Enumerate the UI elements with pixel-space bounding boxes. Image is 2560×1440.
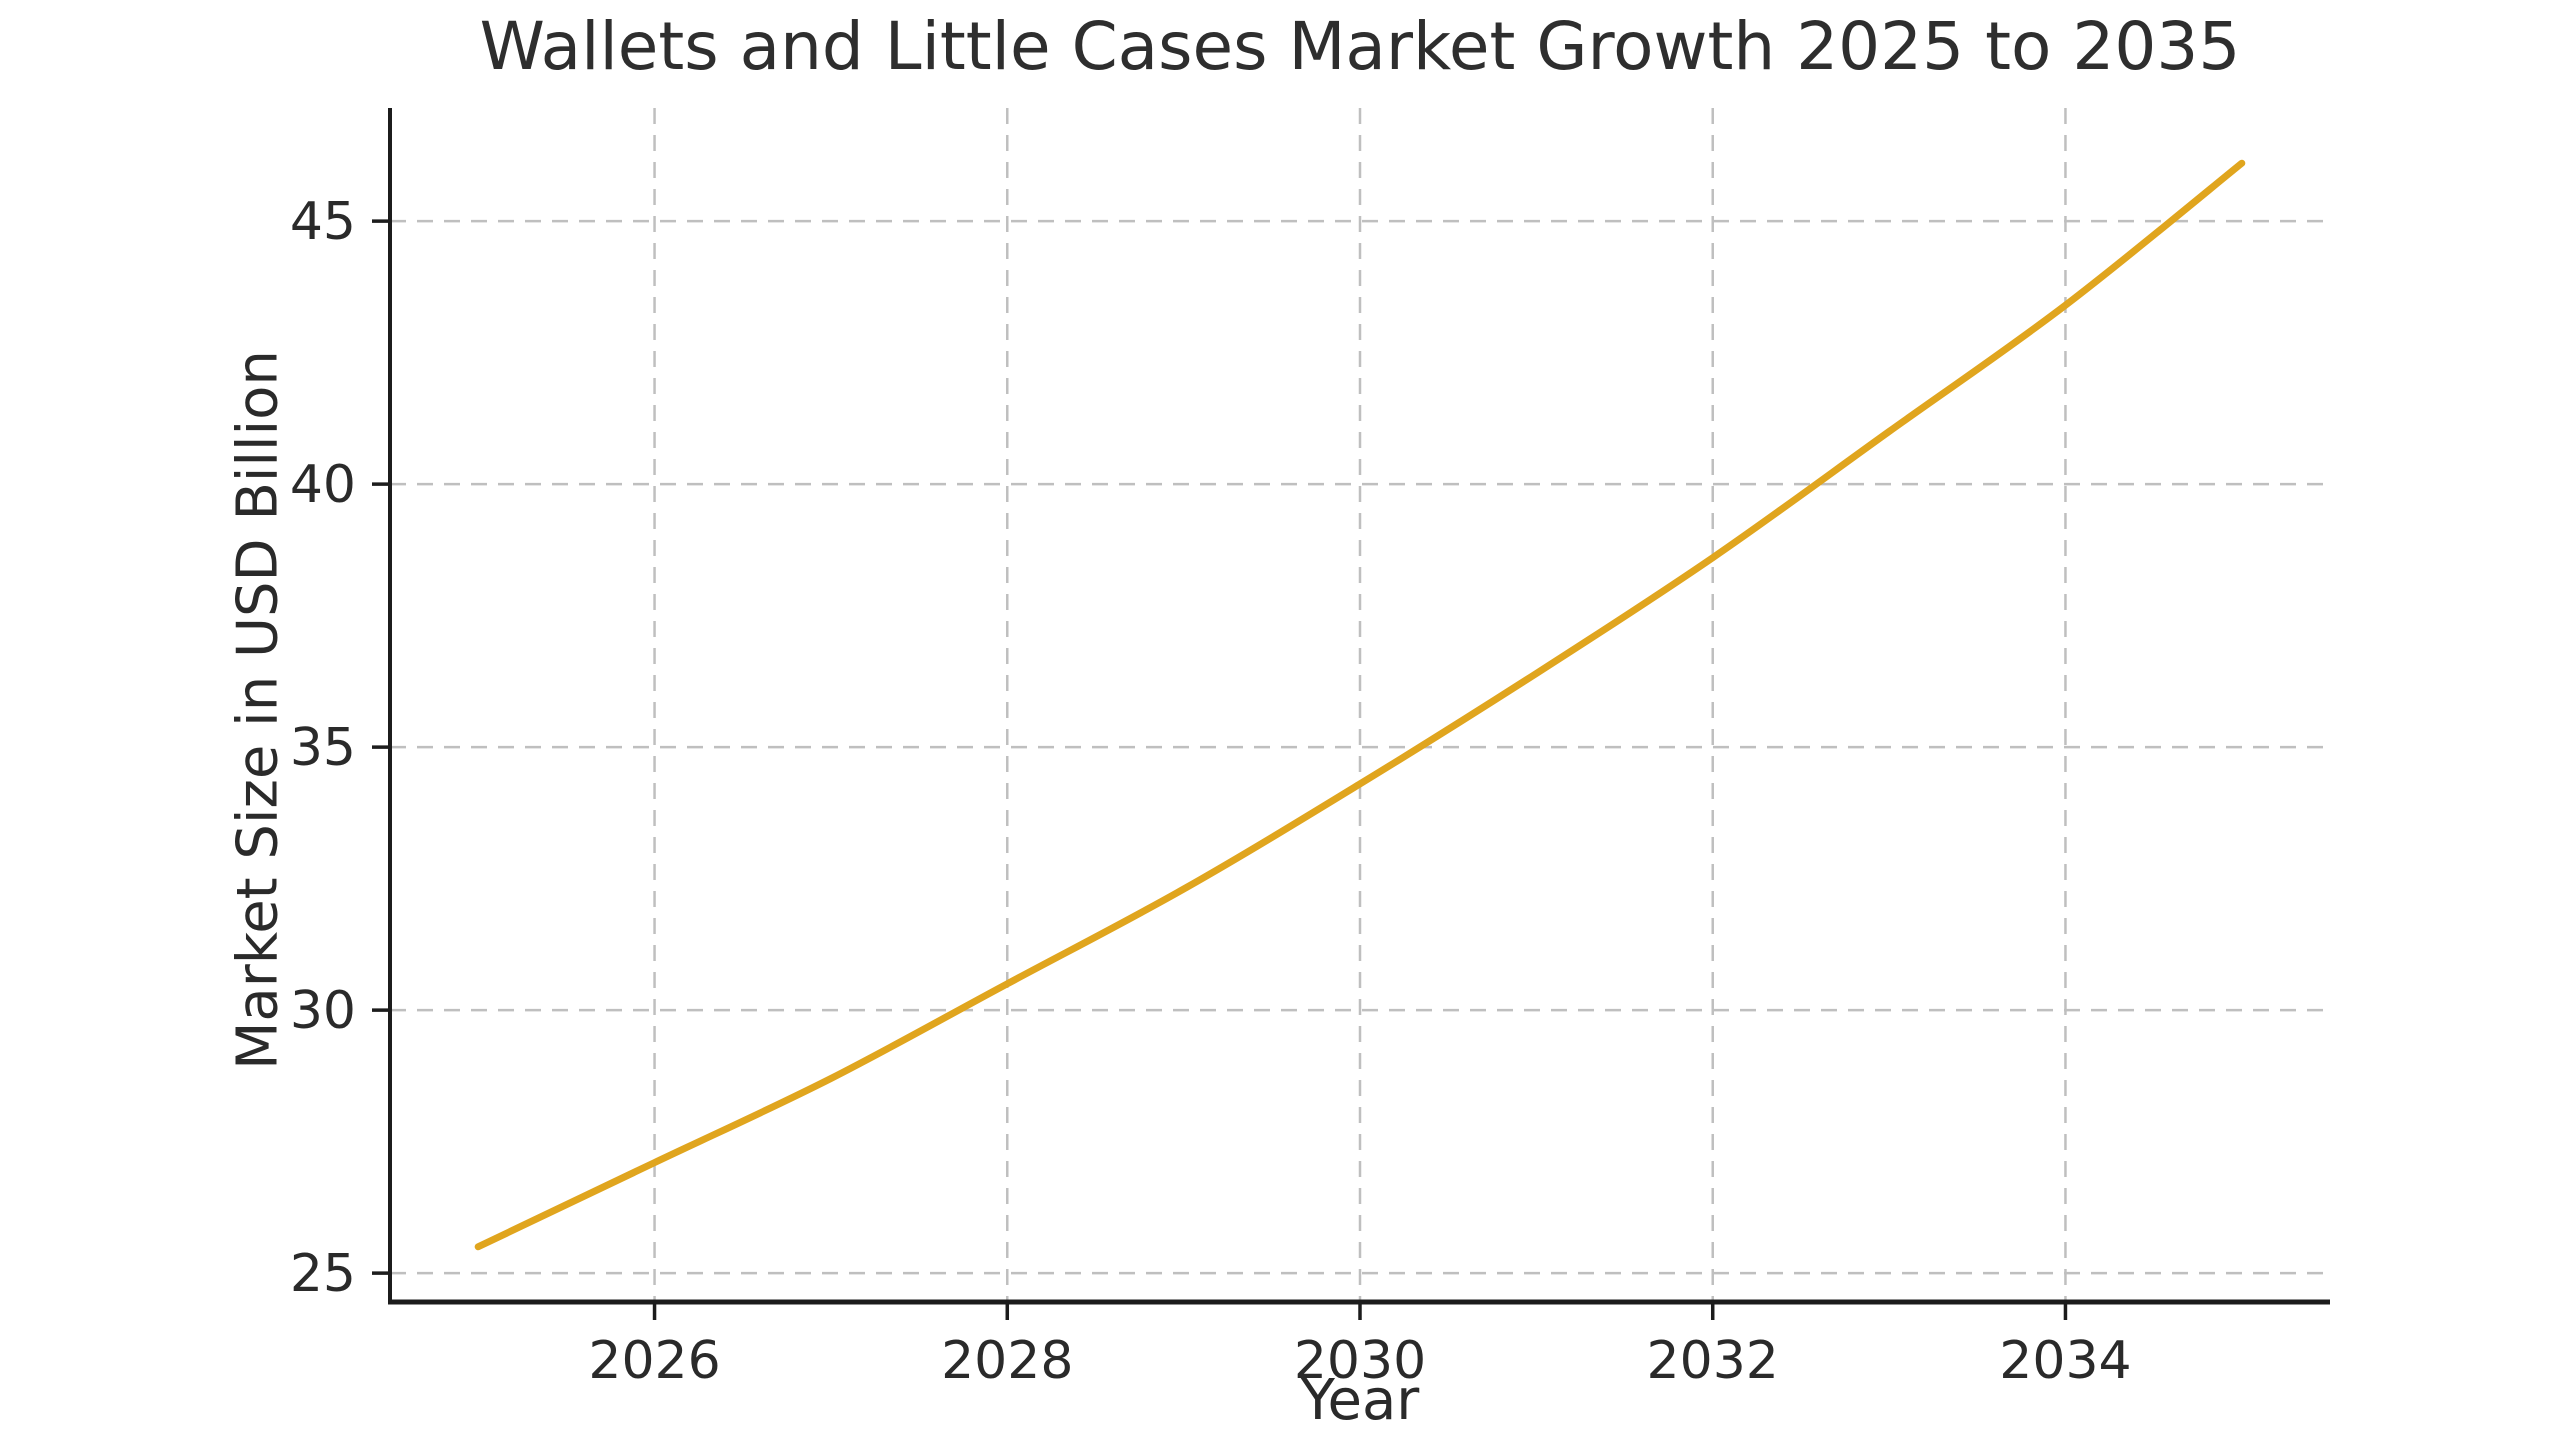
x-axis-label: Year	[1300, 1368, 1420, 1433]
y-tick-label: 30	[290, 981, 356, 1041]
market-size-line	[474, 159, 2246, 1251]
y-tick-label: 35	[290, 718, 356, 778]
y-axis-label: Market Size in USD Billion	[225, 350, 291, 1070]
y-tick-label: 40	[290, 455, 356, 515]
y-tick-label: 45	[290, 192, 356, 252]
x-tick-label: 2030	[1294, 1331, 1426, 1391]
x-tick-label: 2026	[588, 1331, 720, 1391]
x-tick-label: 2034	[1999, 1331, 2131, 1391]
x-tick-label: 2028	[941, 1331, 1073, 1391]
chart-title: Wallets and Little Cases Market Growth 2…	[479, 8, 2241, 85]
x-tick-label: 2032	[1647, 1331, 1779, 1391]
y-tick-label: 25	[290, 1244, 356, 1304]
